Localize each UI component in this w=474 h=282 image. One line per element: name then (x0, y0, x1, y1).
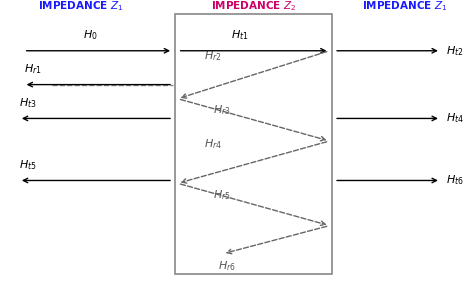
Text: $H_{t6}$: $H_{t6}$ (446, 174, 464, 187)
Text: $H_{r1}$: $H_{r1}$ (24, 62, 42, 76)
Bar (175, 14, 332, 274)
Text: $H_{r5}$: $H_{r5}$ (213, 188, 231, 202)
Text: $H_{r6}$: $H_{r6}$ (218, 259, 236, 273)
Text: $H_0$: $H_0$ (82, 28, 98, 42)
Text: $H_{r4}$: $H_{r4}$ (204, 137, 222, 151)
Text: $H_{t2}$: $H_{t2}$ (446, 44, 463, 58)
Text: $H_{t1}$: $H_{t1}$ (230, 28, 248, 42)
Text: $H_{t3}$: $H_{t3}$ (19, 96, 36, 110)
Text: IMPEDANCE $Z_1$: IMPEDANCE $Z_1$ (38, 0, 123, 13)
Text: $H_{r3}$: $H_{r3}$ (213, 103, 231, 117)
Text: IMPEDANCE $Z_2$: IMPEDANCE $Z_2$ (211, 0, 296, 13)
Text: $H_{t4}$: $H_{t4}$ (446, 112, 464, 125)
Text: $H_{t5}$: $H_{t5}$ (19, 158, 36, 172)
Text: IMPEDANCE $Z_1$: IMPEDANCE $Z_1$ (363, 0, 448, 13)
Text: $H_{r2}$: $H_{r2}$ (204, 50, 221, 63)
